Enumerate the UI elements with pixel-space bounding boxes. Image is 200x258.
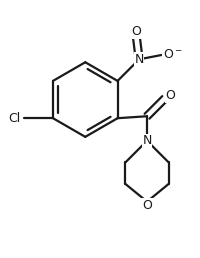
Text: N: N [142,134,152,147]
Text: N: N [134,53,144,66]
Text: O$^-$: O$^-$ [163,48,183,61]
Text: O: O [131,25,141,38]
Text: O: O [165,89,175,102]
Text: O: O [142,199,152,212]
Text: Cl: Cl [9,112,21,125]
